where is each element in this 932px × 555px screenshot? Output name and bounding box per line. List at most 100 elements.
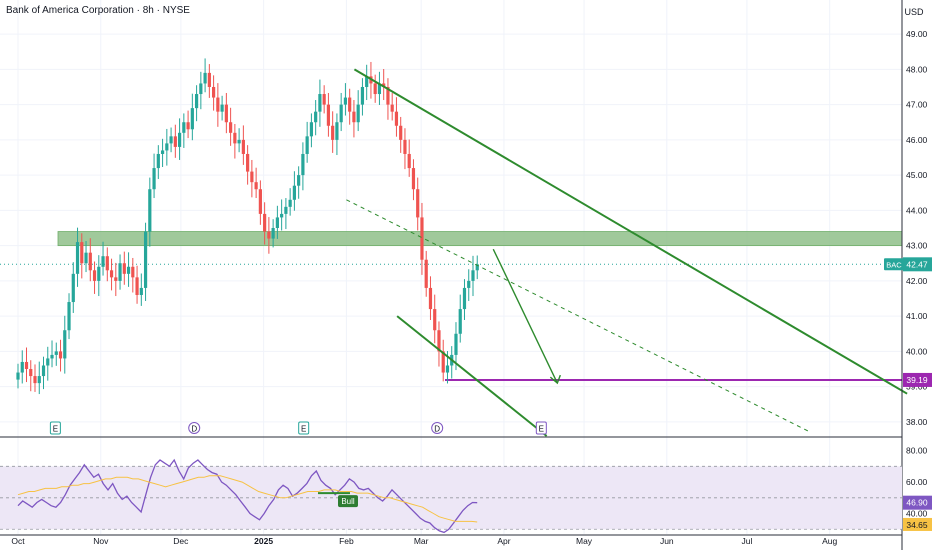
candle-body [424,259,428,288]
candle-body [433,309,437,331]
candle-body [471,270,475,281]
candle-body [50,354,54,359]
price-tick-label-11: 38.00 [906,417,928,427]
candle-body [224,104,228,123]
candle-body [67,302,71,331]
candle-body [63,330,67,359]
candle-body [216,97,220,112]
time-tick-label-6: Apr [497,536,510,546]
candle-body [467,280,471,288]
candle-body [75,242,80,274]
candle-body [160,150,165,154]
candle-body [377,83,382,95]
candle-body [118,263,122,281]
candle-body [267,231,271,239]
candle-body [173,136,177,147]
candle-body [143,231,148,288]
rsi-line [17,458,478,534]
candle-body [352,111,356,123]
candle-body [148,189,152,232]
time-tick-label-7: May [576,536,593,546]
event-marker-3 [431,422,444,434]
time-tick-label-10: Aug [822,536,837,546]
candle-body [199,83,203,95]
candle-body [109,270,114,278]
price-tick-label-2: 47.00 [906,100,928,110]
bull-label-bg [338,495,358,508]
candle-body [54,351,58,355]
candle-body [233,132,237,144]
trendline-lower-channel [396,315,548,437]
candle-body [416,189,420,218]
candle-body [258,189,262,214]
candle-body [101,256,105,267]
candle-body [343,97,348,105]
candle-body [37,376,41,384]
candle-body [297,175,301,186]
candle-body [275,217,279,228]
candle-body [399,125,403,140]
time-tick-label-5: Mar [414,536,429,546]
candle-body [335,122,339,140]
candle-body [135,277,139,295]
candle-body [301,153,305,176]
price-tick-label-0: 49.00 [906,29,928,39]
candle-body [326,104,331,126]
candle-body [454,333,458,355]
event-marker-0 [49,421,61,435]
candle-body [437,330,441,352]
candle-body [194,94,199,109]
candle-body [403,139,407,154]
candle-body [156,153,160,169]
candle-body [84,252,88,264]
candle-body [428,287,433,310]
time-tick-label-8: Jun [660,536,674,546]
candle-body [365,76,369,87]
candle-body [250,171,254,183]
candle-body [360,86,365,105]
candle-body [445,365,450,373]
candle-body [284,206,288,214]
event-marker-2 [298,421,310,435]
candle-body [356,104,360,123]
resistance-zone [57,231,903,247]
event-marker-label-0: E [53,424,58,433]
price-tag-value [903,257,932,272]
candle-body [331,125,335,140]
candle-body [182,122,186,133]
candle-body [212,86,216,98]
candle-body [190,108,194,130]
support-price-tag [903,372,932,387]
candle-body [105,256,109,271]
trendline-upper-channel [353,68,908,395]
time-tick-label-1: Nov [93,536,109,546]
candle-body [152,168,156,190]
candle-body [220,104,224,112]
rsi-tick-label-2: 40.00 [906,509,928,519]
candle-body [394,111,399,126]
candle-body [386,86,390,105]
candle-body [305,136,309,154]
price-tick-label-7: 42.00 [906,276,928,286]
time-tick-label-2: Dec [173,536,189,546]
price-tick-label-4: 45.00 [906,170,928,180]
candle-body [58,351,63,359]
rsi-tick-label-1: 60.00 [906,477,928,487]
candle-body [229,122,233,133]
candle-body [339,104,343,123]
candle-body [33,376,37,384]
candle-body [411,168,416,190]
event-marker-label-3: D [434,424,440,433]
candle-body [407,153,411,169]
candle-body [348,97,352,112]
candle-body [322,94,326,105]
price-tick-label-6: 43.00 [906,241,928,251]
candle-body [271,228,275,239]
event-marker-label-1: D [191,424,197,433]
candle-body [139,287,143,295]
candle-body [203,72,207,84]
candle-body [280,213,284,218]
trendline-projection-arrow [492,248,558,384]
